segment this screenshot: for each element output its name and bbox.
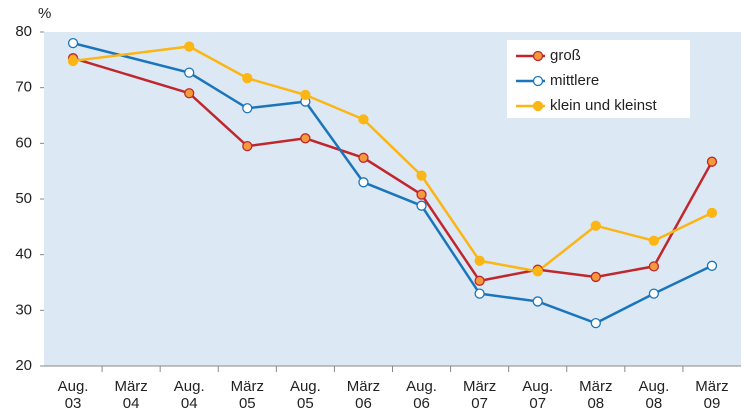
data-point	[474, 255, 485, 266]
x-tick-label: 06	[413, 395, 430, 412]
data-point	[590, 317, 601, 329]
x-tick-label: Aug.	[406, 378, 437, 395]
x-tick-label: 04	[123, 395, 140, 412]
x-tick-label: März	[347, 378, 380, 395]
x-tick-label: März	[231, 378, 264, 395]
data-point	[184, 41, 195, 52]
x-tick-label: 05	[297, 395, 314, 412]
x-tick-label: 07	[471, 395, 488, 412]
data-point	[416, 189, 427, 200]
x-tick-label: 07	[529, 395, 546, 412]
x-tick-label: März	[463, 378, 496, 395]
y-tick-label: 50	[15, 190, 32, 207]
data-point	[67, 55, 79, 67]
data-point	[706, 156, 718, 167]
data-point	[648, 235, 660, 246]
x-tick-label: 05	[239, 395, 256, 412]
x-tick-label: 08	[646, 395, 663, 412]
data-point	[590, 271, 601, 283]
x-tick-label: 04	[181, 395, 198, 412]
data-point	[184, 67, 195, 78]
data-point	[590, 220, 601, 231]
data-point	[474, 275, 485, 286]
x-tick-label: 08	[587, 395, 604, 412]
y-tick-label: 70	[15, 79, 32, 96]
legend-marker	[532, 75, 544, 87]
data-point	[242, 73, 253, 84]
data-point	[532, 266, 543, 277]
x-tick-label: 03	[65, 395, 82, 412]
data-point	[648, 288, 660, 299]
y-tick-label: 30	[15, 301, 32, 318]
data-point	[416, 200, 427, 211]
data-point	[300, 89, 311, 101]
data-point	[242, 140, 253, 152]
legend-marker	[532, 100, 544, 112]
data-point	[706, 207, 718, 219]
x-tick-label: März	[114, 378, 147, 395]
legend-label: groß	[550, 47, 581, 64]
y-tick-label: 80	[15, 23, 32, 40]
x-tick-label: Aug.	[290, 378, 321, 395]
y-tick-label: 60	[15, 134, 32, 151]
data-point	[67, 37, 79, 49]
data-point	[358, 177, 369, 188]
data-point	[474, 288, 485, 299]
x-tick-label: März	[695, 378, 728, 395]
x-tick-label: 06	[355, 395, 372, 412]
data-point	[184, 88, 195, 99]
legend-label: klein und kleinst	[550, 97, 658, 114]
y-unit: %	[38, 5, 51, 22]
legend-label: mittlere	[550, 72, 599, 89]
x-tick-label: Aug.	[522, 378, 553, 395]
x-tick-label: März	[579, 378, 612, 395]
x-tick-label: 09	[704, 395, 721, 412]
y-tick-label: 20	[15, 357, 32, 374]
data-point	[358, 114, 369, 125]
data-point	[706, 260, 718, 271]
x-tick-label: Aug.	[174, 378, 205, 395]
data-point	[300, 133, 311, 144]
legend-marker	[532, 50, 544, 62]
data-point	[532, 296, 543, 307]
data-point	[358, 152, 369, 163]
data-point	[242, 103, 253, 114]
x-tick-label: Aug.	[58, 378, 89, 395]
x-tick-label: Aug.	[638, 378, 669, 395]
data-point	[648, 261, 660, 272]
data-point	[416, 170, 427, 181]
y-tick-label: 40	[15, 246, 32, 263]
